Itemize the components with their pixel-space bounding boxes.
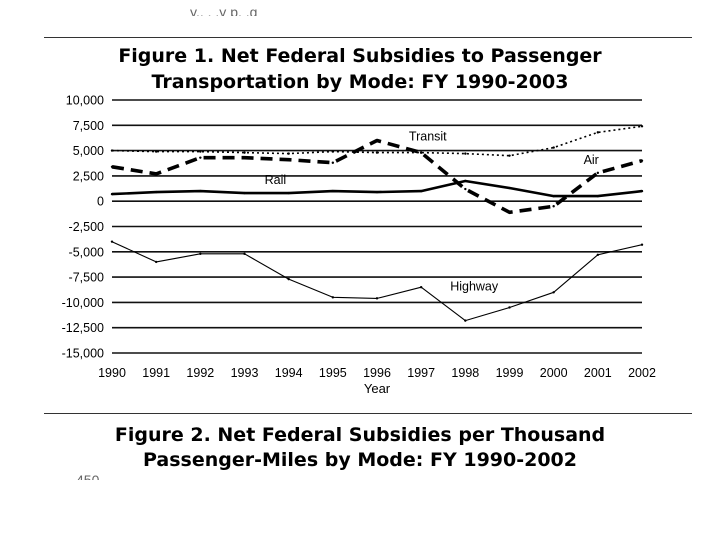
data-point-highway xyxy=(243,252,246,256)
data-point-highway xyxy=(552,291,555,294)
data-point-rail xyxy=(154,190,158,194)
figure1-title-line2: Transportation by Mode: FY 1990-2003 xyxy=(151,71,569,93)
data-point-air xyxy=(640,159,644,162)
data-point-highway xyxy=(375,297,379,300)
x-tick-label: 1997 xyxy=(407,366,435,380)
data-point-rail xyxy=(508,186,511,190)
x-tick-label: 1991 xyxy=(142,366,170,380)
data-point-rail xyxy=(640,189,644,193)
data-point-transit xyxy=(552,146,555,149)
data-point-air xyxy=(508,211,511,214)
data-point-rail xyxy=(464,179,467,183)
data-point-transit xyxy=(375,151,379,154)
data-point-transit xyxy=(199,150,202,153)
data-point-rail xyxy=(596,194,600,198)
data-point-air xyxy=(375,139,379,142)
y-tick-label: 0 xyxy=(97,195,104,209)
y-tick-label: 5,000 xyxy=(73,144,104,158)
data-point-air xyxy=(331,161,335,164)
data-point-highway xyxy=(110,240,114,243)
top-cropped-text: y.. . .y p. .g xyxy=(190,4,258,16)
data-point-transit xyxy=(508,154,511,157)
middle-divider xyxy=(44,413,692,414)
top-divider xyxy=(44,37,692,38)
x-tick-label: 1993 xyxy=(231,366,259,380)
bottom-cropped-text: 450 xyxy=(76,472,100,480)
y-tick-label: 10,000 xyxy=(66,94,104,108)
data-point-air xyxy=(154,172,158,176)
y-tick-label: -7,500 xyxy=(69,271,104,285)
series-label-air: Air xyxy=(584,153,599,167)
data-point-highway xyxy=(640,243,644,246)
x-tick-label: 1998 xyxy=(451,366,479,380)
x-tick-label: 1990 xyxy=(98,366,126,380)
data-point-air xyxy=(464,187,467,191)
data-point-highway xyxy=(199,252,202,256)
figure2-title-line1: Figure 2. Net Federal Subsidies per Thou… xyxy=(114,424,606,446)
series-line-rail xyxy=(111,179,643,198)
data-point-rail xyxy=(199,189,202,193)
figure2-title-line2: Passenger-Miles by Mode: FY 1990-2002 xyxy=(142,449,577,471)
series-line-highway xyxy=(111,241,643,322)
data-point-rail xyxy=(419,189,423,193)
series-label-transit: Transit xyxy=(409,129,447,143)
data-point-highway xyxy=(331,296,335,299)
data-point-rail xyxy=(287,191,290,195)
data-point-air xyxy=(243,156,246,159)
data-point-air xyxy=(199,156,202,159)
x-tick-label: 1995 xyxy=(319,366,347,380)
data-point-transit xyxy=(596,131,600,134)
data-point-highway xyxy=(154,260,158,264)
data-point-rail xyxy=(110,192,114,196)
data-point-rail xyxy=(243,191,246,195)
data-point-transit xyxy=(287,152,290,155)
y-tick-label: -2,500 xyxy=(69,220,104,234)
x-tick-label: 2001 xyxy=(584,366,612,380)
data-point-air xyxy=(419,151,423,154)
data-point-highway xyxy=(596,253,600,257)
x-tick-label: 1992 xyxy=(186,366,214,380)
x-axis-title: Year xyxy=(364,381,391,396)
data-point-rail xyxy=(552,194,555,198)
data-point-transit xyxy=(154,150,158,153)
series-label-rail: Rail xyxy=(265,173,287,187)
x-tick-label: 2002 xyxy=(628,366,656,380)
y-tick-label: 2,500 xyxy=(73,169,104,183)
data-point-air xyxy=(596,171,600,175)
data-point-highway xyxy=(287,277,290,281)
x-tick-label: 1996 xyxy=(363,366,391,380)
data-point-transit xyxy=(331,150,335,153)
data-point-transit xyxy=(640,125,644,128)
data-point-highway xyxy=(419,286,423,289)
x-tick-label: 1999 xyxy=(496,366,524,380)
data-point-transit xyxy=(110,149,114,152)
y-tick-label: -10,000 xyxy=(62,296,104,310)
figure1-title-line1: Figure 1. Net Federal Subsidies to Passe… xyxy=(118,45,602,67)
data-point-air xyxy=(287,158,290,161)
data-point-rail xyxy=(331,189,335,193)
data-point-highway xyxy=(464,319,467,322)
data-point-transit xyxy=(464,152,467,155)
y-tick-label: -5,000 xyxy=(69,245,104,259)
series-label-highway: Highway xyxy=(450,279,499,293)
data-point-transit xyxy=(243,151,246,154)
data-point-highway xyxy=(508,306,511,309)
y-tick-label: 7,500 xyxy=(73,119,104,133)
line-chart: 10,000 7,500 5,000 2,500 0 -2,500 -5,000 -7,500… xyxy=(62,94,656,397)
data-point-air xyxy=(110,165,114,168)
y-tick-label: -15,000 xyxy=(62,347,104,361)
data-point-air xyxy=(552,205,555,208)
x-tick-label: 2000 xyxy=(540,366,568,380)
x-tick-label: 1994 xyxy=(275,366,303,380)
data-point-rail xyxy=(375,190,379,194)
y-tick-label: -12,500 xyxy=(62,321,104,335)
